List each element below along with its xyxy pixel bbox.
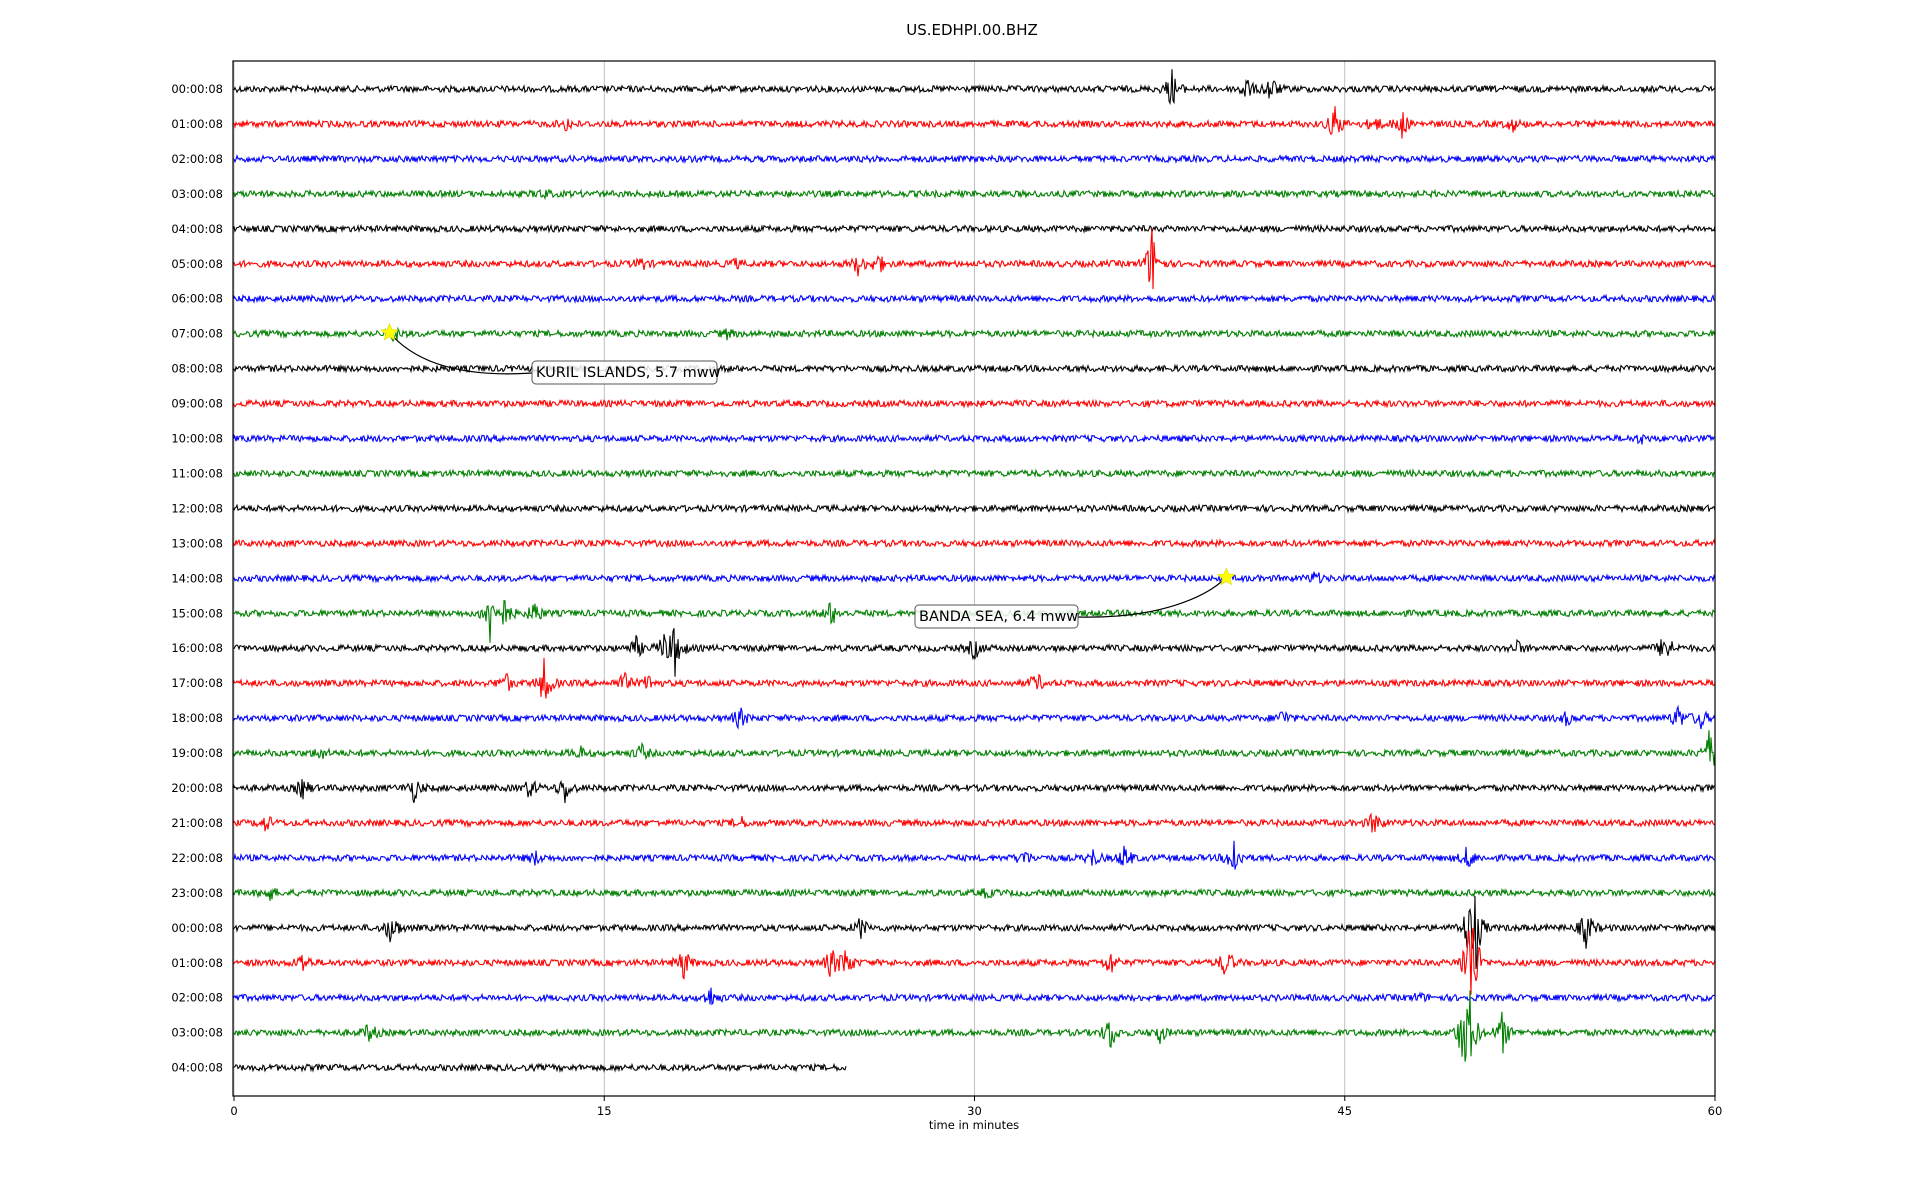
seismic-trace: [233, 106, 1716, 139]
annotation-label: BANDA SEA, 6.4 mww: [919, 609, 1078, 625]
seismic-trace: [233, 1062, 847, 1073]
row-time-label: 16:00:08: [171, 641, 223, 655]
seismic-trace: [233, 887, 1716, 901]
row-time-label: 05:00:08: [171, 257, 223, 271]
row-time-label: 19:00:08: [171, 746, 223, 760]
x-tick-label: 15: [597, 1104, 612, 1118]
row-time-label: 00:00:08: [171, 82, 223, 96]
row-time-labels: 00:00:08 01:00:08 02:00:08 03:00:08 04:00:08…: [171, 82, 223, 1075]
row-time-label: 15:00:08: [171, 606, 223, 620]
row-time-label: 22:00:08: [171, 851, 223, 865]
chart-title: US.EDHPI.00.BHZ: [906, 21, 1038, 39]
row-time-label: 03:00:08: [171, 187, 223, 201]
row-time-label: 18:00:08: [171, 711, 223, 725]
seismic-trace: [233, 657, 1716, 699]
row-time-label: 14:00:08: [171, 571, 223, 585]
x-tick-label: 30: [967, 1104, 982, 1118]
seismic-trace: [233, 153, 1716, 165]
row-time-label: 10:00:08: [171, 432, 223, 446]
seismic-trace: [233, 730, 1716, 766]
row-time-label: 08:00:08: [171, 362, 223, 376]
row-time-label: 13:00:08: [171, 536, 223, 550]
row-time-label: 04:00:08: [171, 222, 223, 236]
seismic-trace: [233, 812, 1716, 833]
row-time-label: 06:00:08: [171, 292, 223, 306]
seismic-trace: [233, 779, 1716, 804]
seismic-trace: [233, 223, 1716, 235]
seismic-trace: [233, 990, 1716, 1062]
trace-rows: [233, 69, 1716, 1073]
row-time-label: 12:00:08: [171, 501, 223, 515]
seismic-trace: [233, 704, 1716, 730]
seismic-trace: [233, 927, 1716, 995]
event-annotations: KURIL ISLANDS, 5.7 mww BANDA SEA, 6.4 mww: [380, 322, 1236, 629]
seismic-trace: [233, 628, 1716, 677]
annotation-connector: [1077, 576, 1227, 618]
row-time-label: 23:00:08: [171, 886, 223, 900]
event-star-icon: [380, 322, 399, 341]
row-time-label: 01:00:08: [171, 956, 223, 970]
seismic-trace: [233, 987, 1716, 1006]
x-tick-label: 0: [230, 1104, 237, 1118]
row-time-label: 04:00:08: [171, 1061, 223, 1075]
row-time-label: 00:00:08: [171, 921, 223, 935]
row-time-label: 17:00:08: [171, 676, 223, 690]
x-tick-label: 45: [1337, 1104, 1352, 1118]
seismic-trace: [233, 538, 1716, 549]
seismic-trace: [233, 468, 1716, 479]
seismic-trace: [233, 433, 1716, 445]
seismic-trace: [233, 188, 1716, 201]
seismic-trace: [233, 228, 1716, 290]
x-axis-label: time in minutes: [929, 1118, 1019, 1132]
x-tick-label: 60: [1708, 1104, 1723, 1118]
row-time-label: 02:00:08: [171, 152, 223, 166]
annotation-box: [914, 604, 1079, 629]
seismic-trace: [233, 398, 1716, 409]
annotation-connector: [389, 332, 533, 375]
row-time-label: 01:00:08: [171, 117, 223, 131]
row-time-label: 11:00:08: [171, 466, 223, 480]
seismic-trace: [233, 503, 1716, 514]
seismic-trace: [233, 571, 1716, 584]
row-time-label: 03:00:08: [171, 1026, 223, 1040]
seismic-trace: [233, 293, 1716, 304]
seismic-trace: [233, 326, 1716, 343]
seismic-trace: [233, 363, 1716, 374]
row-time-label: 07:00:08: [171, 327, 223, 341]
row-time-label: 09:00:08: [171, 397, 223, 411]
annotation-box: [531, 360, 718, 385]
annotation-label: KURIL ISLANDS, 5.7 mww: [536, 365, 721, 381]
event-star-icon: [1216, 567, 1236, 586]
x-axis-ticks: 0 15 30 45 60: [230, 1096, 1722, 1118]
seismic-trace: [233, 69, 1716, 106]
row-time-label: 02:00:08: [171, 991, 223, 1005]
row-time-label: 21:00:08: [171, 816, 223, 830]
seismic-trace: [233, 840, 1716, 870]
row-time-label: 20:00:08: [171, 781, 223, 795]
